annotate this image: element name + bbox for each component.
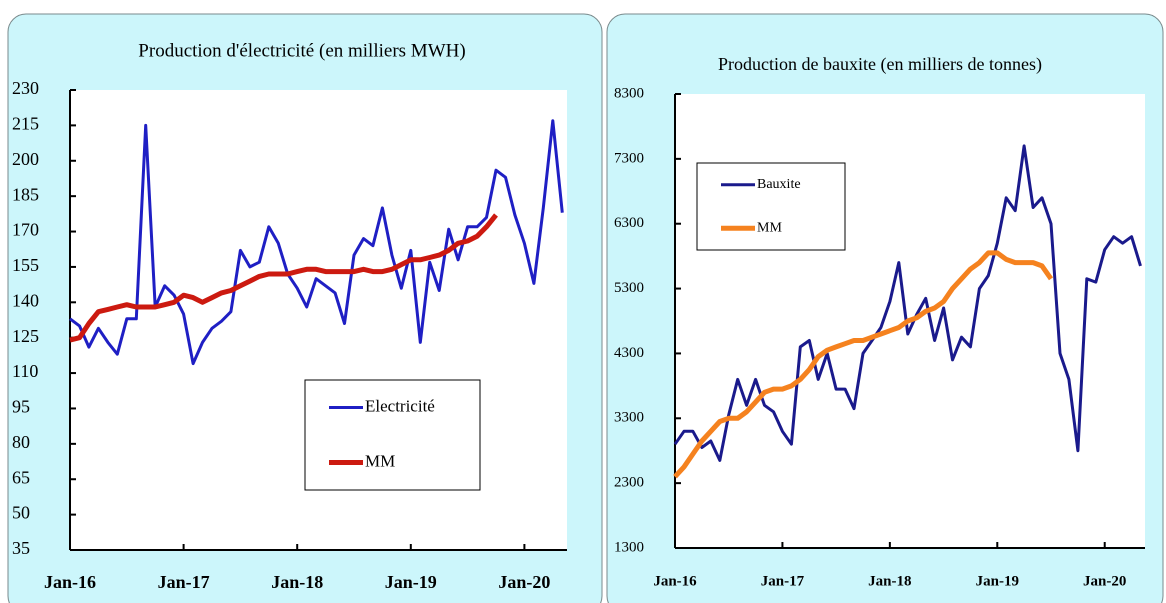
legend-label: Electricité [365,396,435,415]
y-tick-label: 8300 [614,85,644,101]
y-tick-label: 95 [12,397,30,417]
y-tick-label: 125 [12,326,39,346]
legend-label: MM [365,451,395,470]
y-tick-label: 140 [12,290,39,310]
y-tick-label: 65 [12,467,30,487]
legend [696,162,846,251]
x-tick-label: Jan-18 [271,572,323,592]
series-line [673,250,1054,479]
y-tick-label: 3300 [614,410,644,426]
series-line [69,213,498,343]
y-tick-label: 170 [12,220,39,240]
x-tick-label: Jan-20 [498,572,550,592]
y-tick-label: 6300 [614,215,644,231]
chart-title: Production de bauxite (en milliers de to… [718,54,1042,75]
y-tick-label: 2300 [614,475,644,491]
series-line [673,144,1142,462]
y-tick-label: 4300 [614,345,644,361]
y-tick-label: 215 [12,114,39,134]
y-tick-label: 230 [12,78,39,98]
legend [304,379,481,491]
series-line [69,119,564,366]
y-tick-label: 185 [12,184,39,204]
x-tick-label: Jan-17 [761,573,805,589]
legend-label: MM [757,220,782,235]
x-tick-label: Jan-16 [653,573,697,589]
legend-label: Bauxite [757,177,801,192]
x-tick-label: Jan-20 [1083,573,1126,589]
x-tick-label: Jan-16 [44,572,96,592]
x-tick-label: Jan-19 [976,573,1019,589]
x-tick-label: Jan-18 [868,573,911,589]
chart-title: Production d'électricité (en milliers MW… [138,40,465,61]
x-tick-label: Jan-19 [385,572,437,592]
y-tick-label: 155 [12,255,39,275]
y-tick-label: 5300 [614,280,644,296]
y-tick-label: 35 [12,538,30,558]
y-tick-label: 80 [12,432,30,452]
x-tick-label: Jan-17 [158,572,210,592]
y-tick-label: 1300 [614,539,644,555]
y-tick-label: 110 [12,361,38,381]
y-tick-label: 7300 [614,150,644,166]
y-tick-label: 200 [12,149,39,169]
y-tick-label: 50 [12,503,30,523]
